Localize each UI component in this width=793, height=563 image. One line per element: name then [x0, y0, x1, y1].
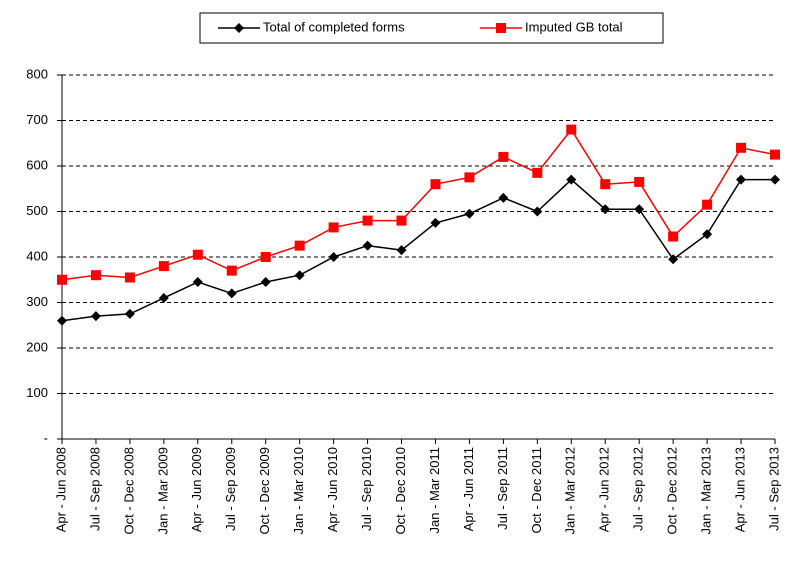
data-point	[124, 308, 135, 319]
x-tick-label: Jan - Mar 2009	[155, 447, 170, 534]
data-point	[396, 245, 407, 256]
data-point	[158, 292, 169, 303]
series-line	[61, 128, 776, 281]
data-point	[226, 288, 237, 299]
legend-label: Total of completed forms	[263, 19, 405, 34]
x-tick-label: Jan - Mar 2012	[563, 447, 578, 534]
y-tick-label: 300	[26, 294, 48, 309]
data-point	[702, 199, 713, 210]
x-tick-label: Oct - Dec 2009	[257, 447, 272, 534]
x-tick-label: Oct - Dec 2010	[393, 447, 408, 534]
data-point	[57, 274, 67, 285]
data-point	[770, 174, 780, 185]
x-tick-label: Oct - Dec 2012	[665, 447, 680, 534]
y-tick-label: 200	[26, 339, 48, 354]
x-tick-label: Apr - Jun 2012	[597, 447, 612, 532]
data-point	[464, 172, 475, 183]
legend-label: Imputed GB total	[525, 19, 623, 34]
x-tick-label: Apr - Jun 2013	[732, 447, 747, 532]
data-point	[736, 142, 747, 153]
data-point	[668, 231, 679, 242]
x-tick-label: Apr - Jun 2010	[325, 447, 340, 532]
y-tick-label: 600	[26, 157, 48, 172]
data-point	[464, 208, 475, 219]
legend-box	[199, 12, 664, 44]
data-point	[57, 315, 67, 326]
x-tick-label: Apr - Jun 2008	[53, 447, 68, 532]
x-tick-label: Apr - Jun 2011	[461, 447, 476, 531]
data-point	[90, 270, 101, 281]
data-point	[294, 240, 305, 251]
data-point	[294, 270, 305, 281]
x-tick-label: Jul - Sep 2010	[359, 447, 374, 531]
data-point	[90, 311, 101, 322]
x-tick-label: Oct - Dec 2011	[529, 447, 544, 533]
x-tick-label: Jul - Sep 2011	[495, 447, 510, 530]
y-tick-label: 400	[26, 248, 48, 263]
data-point	[668, 254, 679, 265]
data-point	[362, 215, 373, 226]
x-tick-label: Apr - Jun 2009	[189, 447, 204, 532]
y-tick-label: 100	[26, 385, 48, 400]
legend-marker	[496, 23, 506, 33]
series-line	[61, 178, 775, 322]
x-tick-label: Jul - Sep 2013	[766, 447, 781, 531]
data-point	[532, 167, 543, 178]
y-tick-label: -	[44, 430, 48, 445]
data-point	[430, 179, 441, 190]
data-point	[328, 222, 339, 233]
data-point	[124, 272, 135, 283]
data-point	[634, 204, 645, 215]
x-tick-label: Jan - Mar 2010	[291, 447, 306, 534]
x-tick-label: Jan - Mar 2011	[427, 447, 442, 533]
x-tick-label: Jul - Sep 2012	[631, 447, 646, 531]
data-point	[600, 179, 611, 190]
x-tick-label: Jul - Sep 2008	[87, 447, 102, 531]
data-point	[260, 277, 271, 288]
data-point	[498, 151, 509, 162]
data-point	[396, 215, 407, 226]
data-point	[192, 277, 203, 288]
y-tick-label: 800	[26, 66, 48, 81]
data-point	[260, 252, 271, 262]
data-point	[566, 124, 577, 135]
y-tick-label: 700	[26, 112, 48, 127]
data-point	[702, 229, 713, 240]
data-point	[736, 174, 747, 185]
data-point	[634, 176, 645, 187]
x-tick-label: Jan - Mar 2013	[699, 447, 714, 534]
legend-marker	[234, 23, 244, 33]
x-tick-label: Oct - Dec 2008	[121, 447, 136, 534]
data-point	[430, 217, 441, 228]
x-tick-label: Jul - Sep 2009	[223, 447, 238, 531]
data-point	[600, 204, 611, 215]
data-point	[566, 174, 577, 185]
data-point	[158, 261, 169, 272]
data-point	[226, 265, 237, 276]
data-point	[328, 252, 339, 262]
data-point	[362, 240, 373, 251]
data-point	[532, 206, 543, 217]
data-point	[192, 249, 203, 260]
y-tick-label: 500	[26, 203, 48, 218]
data-point	[498, 192, 509, 203]
data-point	[770, 149, 780, 160]
